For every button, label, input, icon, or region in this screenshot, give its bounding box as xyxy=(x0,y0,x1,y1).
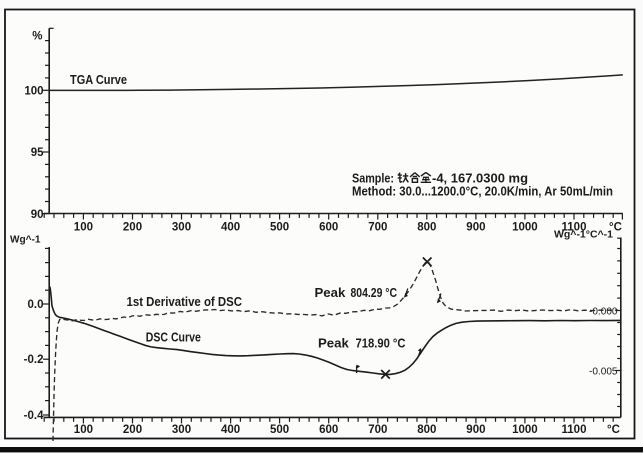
svg-text:°C: °C xyxy=(607,424,620,436)
svg-text:400: 400 xyxy=(221,424,240,436)
svg-text:1100: 1100 xyxy=(562,424,587,436)
svg-text:804.29 °C: 804.29 °C xyxy=(351,285,398,300)
svg-text:DSC Curve: DSC Curve xyxy=(146,330,201,345)
svg-text:500: 500 xyxy=(270,424,289,436)
svg-text:1000: 1000 xyxy=(512,424,538,436)
svg-text:-0.000: -0.000 xyxy=(589,306,618,317)
svg-text:Peak: Peak xyxy=(315,285,346,300)
svg-text:%: % xyxy=(32,31,42,43)
svg-text:95: 95 xyxy=(31,147,44,159)
svg-text:300: 300 xyxy=(172,222,191,234)
svg-text:800: 800 xyxy=(417,424,436,436)
svg-text:-4, 167.0300 mg: -4, 167.0300 mg xyxy=(432,172,528,186)
svg-text:1st Derivative of DSC: 1st Derivative of DSC xyxy=(127,294,243,309)
svg-text:1100: 1100 xyxy=(562,222,587,234)
svg-text:1000: 1000 xyxy=(512,222,538,234)
svg-text:800: 800 xyxy=(417,222,436,234)
svg-text:°C: °C xyxy=(609,222,622,234)
svg-text:718.90 °C: 718.90 °C xyxy=(356,336,406,351)
svg-text:Sample:: Sample: xyxy=(352,172,394,186)
svg-text:300: 300 xyxy=(172,424,191,436)
svg-text:-0.2: -0.2 xyxy=(24,354,44,366)
svg-text:Peak: Peak xyxy=(318,336,349,351)
svg-text:200: 200 xyxy=(123,222,142,234)
svg-text:-0.005: -0.005 xyxy=(589,366,618,377)
svg-text:90: 90 xyxy=(31,209,44,221)
svg-text:Wg^-1: Wg^-1 xyxy=(10,235,41,246)
svg-text:Wg^-1°C^-1: Wg^-1°C^-1 xyxy=(554,230,613,241)
svg-text:200: 200 xyxy=(123,424,142,436)
svg-text:500: 500 xyxy=(270,222,289,234)
svg-text:700: 700 xyxy=(368,424,387,436)
svg-text:Method: 30.0...1200.0°C, 20.0K: Method: 30.0...1200.0°C, 20.0K/min, Ar 5… xyxy=(352,184,613,198)
svg-text:100: 100 xyxy=(74,222,93,234)
svg-text:700: 700 xyxy=(368,222,387,234)
svg-text:-0.4: -0.4 xyxy=(24,410,44,422)
svg-text:600: 600 xyxy=(319,222,338,234)
svg-text:600: 600 xyxy=(319,424,338,436)
svg-text:100: 100 xyxy=(24,85,43,97)
svg-text:900: 900 xyxy=(466,424,485,436)
svg-text:400: 400 xyxy=(221,222,240,234)
svg-text:0.0: 0.0 xyxy=(28,299,44,311)
svg-text:TGA Curve: TGA Curve xyxy=(70,72,127,87)
svg-text:900: 900 xyxy=(466,222,485,234)
svg-text:100: 100 xyxy=(74,424,93,436)
